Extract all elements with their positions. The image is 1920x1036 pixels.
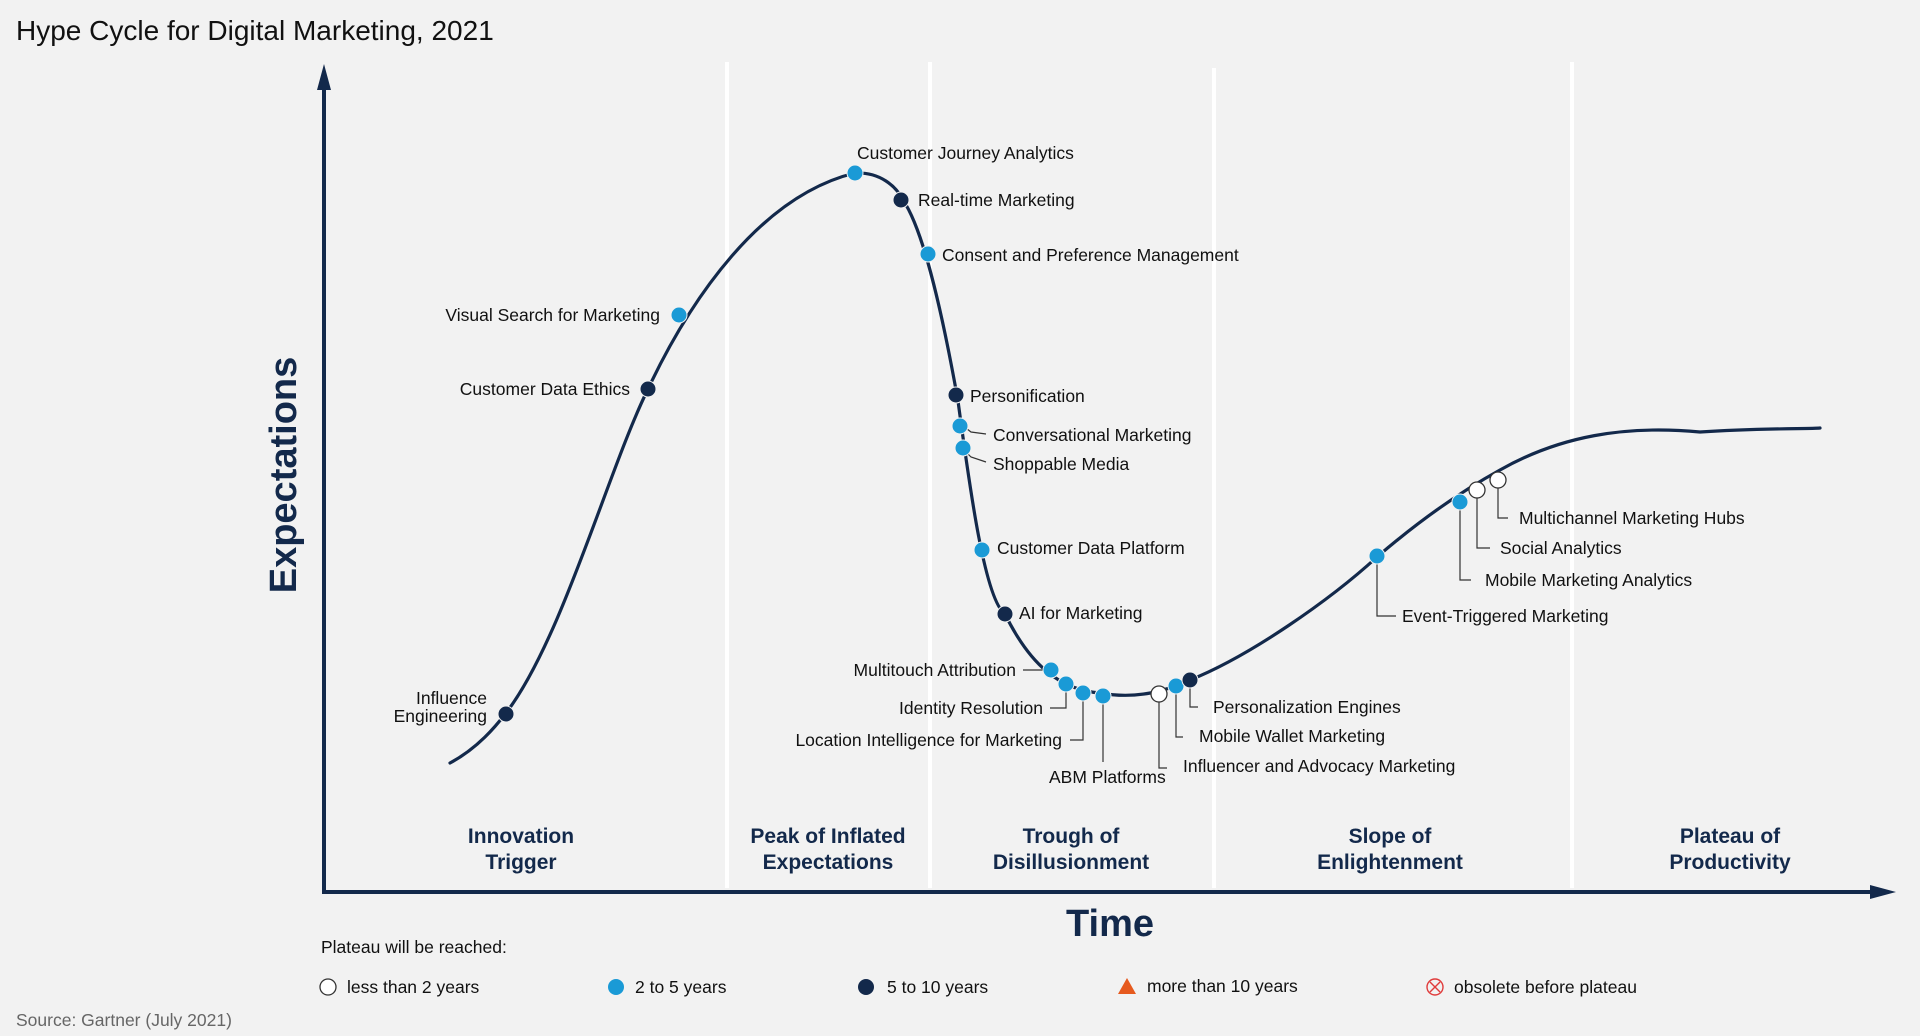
marker-event-triggered-marketing — [1368, 547, 1386, 565]
phase-dividers — [725, 62, 1574, 888]
label-ai-for-marketing: AI for Marketing — [1019, 603, 1143, 623]
label-social-analytics: Social Analytics — [1500, 538, 1622, 558]
marker-influence-engineering — [497, 705, 515, 723]
phase-trough-line1: Trough of — [1023, 825, 1121, 848]
label-mobile-marketing-analytics: Mobile Marketing Analytics — [1485, 570, 1692, 590]
label-location-intelligence: Location Intelligence for Marketing — [795, 730, 1062, 750]
phase-peak-line2: Expectations — [763, 851, 894, 874]
phase-innovation-trigger-line1: Innovation — [468, 825, 574, 848]
label-mobile-wallet: Mobile Wallet Marketing — [1199, 726, 1385, 746]
phase-labels: Innovation Trigger Peak of Inflated Expe… — [468, 825, 1791, 874]
marker-identity-resolution — [1057, 675, 1075, 693]
marker-customer-journey-analytics — [846, 164, 864, 182]
marker-ai-for-marketing — [996, 605, 1014, 623]
legend-orange-triangle-icon — [1118, 978, 1136, 994]
legend-light-blue-circle-icon — [608, 979, 624, 995]
legend-label-obsolete: obsolete before plateau — [1454, 977, 1637, 997]
leader-mobile-wallet — [1175, 688, 1183, 738]
label-personification: Personification — [970, 386, 1085, 406]
label-realtime-marketing: Real-time Marketing — [918, 190, 1075, 210]
label-abm-platforms: ABM Platforms — [1049, 767, 1166, 787]
phase-plateau-line2: Productivity — [1669, 851, 1791, 874]
marker-personalization-engines — [1181, 671, 1199, 689]
phase-slope-line2: Enlightenment — [1317, 851, 1463, 874]
label-influencer-advocacy: Influencer and Advocacy Marketing — [1183, 756, 1455, 776]
y-axis-label: Expectations — [263, 357, 305, 594]
label-identity-resolution: Identity Resolution — [899, 698, 1043, 718]
phase-plateau-line1: Plateau of — [1680, 825, 1781, 848]
leader-multichannel-hubs — [1497, 480, 1508, 519]
marker-real-time-marketing — [892, 191, 910, 209]
marker-customer-data-platform — [973, 541, 991, 559]
x-axis-arrow — [1870, 885, 1896, 899]
leader-location-intelligence — [1070, 693, 1084, 741]
marker-shoppable-media — [954, 439, 972, 457]
phase-slope-line1: Slope of — [1349, 825, 1433, 848]
y-axis-arrow — [317, 64, 331, 90]
chart-title: Hype Cycle for Digital Marketing, 2021 — [16, 15, 494, 46]
marker-abm-platforms — [1094, 687, 1112, 705]
legend-label-lt2: less than 2 years — [347, 977, 480, 997]
label-multichannel-hubs: Multichannel Marketing Hubs — [1519, 508, 1745, 528]
legend-label-2to5: 2 to 5 years — [635, 977, 727, 997]
x-axis-label: Time — [1066, 903, 1154, 945]
axes: Expectations Time — [263, 64, 1896, 945]
source-note: Source: Gartner (July 2021) — [16, 1010, 232, 1030]
legend-label-gt10: more than 10 years — [1147, 976, 1298, 996]
leader-influencer-advocacy — [1158, 694, 1167, 769]
marker-influencer-and-advocacy-marketing — [1150, 685, 1168, 703]
technology-labels: Influence Engineering Customer Data Ethic… — [394, 143, 1745, 787]
label-customer-data-platform: Customer Data Platform — [997, 538, 1185, 558]
label-customer-data-ethics: Customer Data Ethics — [460, 379, 630, 399]
phase-peak-line1: Peak of Inflated — [750, 825, 905, 848]
leader-event-triggered — [1376, 557, 1396, 617]
marker-visual-search-for-marketing — [670, 306, 688, 324]
phase-trough-line2: Disillusionment — [993, 851, 1149, 874]
legend-navy-circle-icon — [858, 979, 874, 995]
leader-mobile-marketing-analytics — [1459, 502, 1471, 581]
marker-conversational-marketing — [951, 417, 969, 435]
marker-multitouch-attribution — [1042, 661, 1060, 679]
label-visual-search: Visual Search for Marketing — [445, 305, 660, 325]
legend: Plateau will be reached: less than 2 yea… — [319, 937, 1637, 997]
label-consent-preference: Consent and Preference Management — [942, 245, 1239, 265]
label-event-triggered: Event-Triggered Marketing — [1402, 606, 1609, 626]
label-multitouch-attribution: Multitouch Attribution — [854, 660, 1016, 680]
phase-innovation-trigger-line2: Trigger — [485, 851, 556, 874]
marker-personification — [947, 386, 965, 404]
marker-social-analytics — [1468, 481, 1486, 499]
marker-multichannel-marketing-hubs — [1489, 471, 1507, 489]
leader-personalization-engines — [1189, 680, 1198, 708]
legend-hollow-circle-icon — [319, 978, 337, 996]
legend-heading: Plateau will be reached: — [321, 937, 507, 957]
technology-markers — [497, 164, 1507, 723]
label-shoppable-media: Shoppable Media — [993, 454, 1129, 474]
marker-consent-and-preference-management — [919, 245, 937, 263]
leader-social-analytics — [1476, 490, 1490, 549]
legend-obsolete-icon — [1426, 978, 1444, 996]
legend-label-5to10: 5 to 10 years — [887, 977, 988, 997]
label-conversational-marketing: Conversational Marketing — [993, 425, 1191, 445]
marker-customer-data-ethics — [639, 380, 657, 398]
marker-mobile-marketing-analytics — [1451, 493, 1469, 511]
marker-location-intelligence-for-marketing — [1074, 684, 1092, 702]
label-influence-engineering: Influence Engineering — [394, 688, 487, 726]
label-personalization-engines: Personalization Engines — [1213, 697, 1401, 717]
label-customer-journey-analytics: Customer Journey Analytics — [857, 143, 1074, 163]
